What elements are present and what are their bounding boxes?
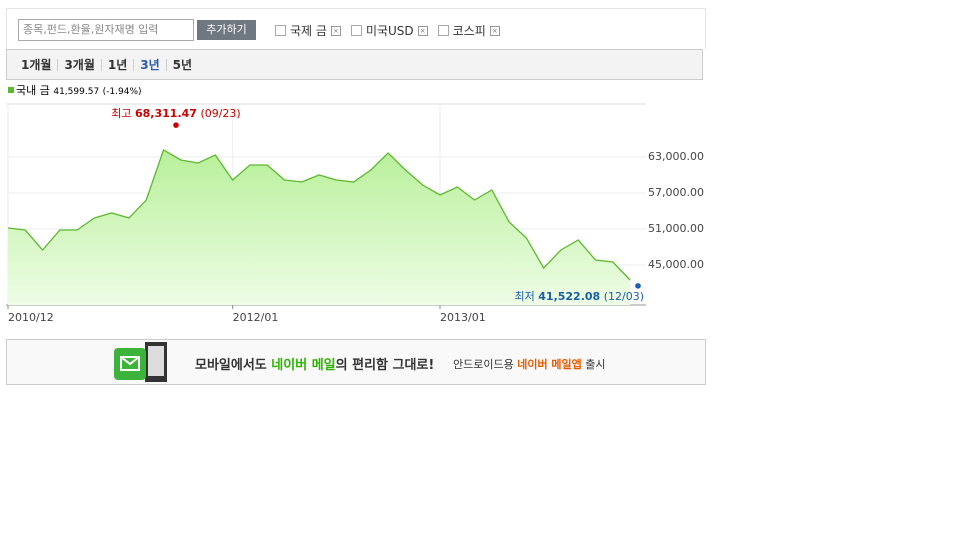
line [7,149,631,281]
banner-sub: 안드로이드용 네이버 메일앱 출시 [453,356,606,372]
legend-current: 41,599.57 [53,87,99,97]
checkbox[interactable] [275,25,286,36]
y-tick-label: 51,000.00 [648,222,704,235]
compare-item[interactable]: 미국USD × [350,22,428,39]
x-tick-label: 2010/12 [8,311,54,324]
banner-highlight: 네이버 메일 [271,358,336,373]
legend: 국내 금 41,599.57 (-1.94%) [16,84,142,97]
max-value: 68,311.47 [135,107,197,120]
remove-icon[interactable]: × [417,25,428,36]
remove-icon[interactable]: × [489,25,500,36]
legend-swatch [8,87,14,93]
compare-label: 국제 금 [290,24,327,38]
legend-change: (-1.94%) [103,87,142,97]
banner-text: 의 편리함 그대로! [335,358,435,373]
banner-highlight: 네이버 메일앱 [517,358,582,371]
min-date: (12/03) [604,290,644,303]
x-tick-label: 2013/01 [440,311,486,324]
banner-text: 출시 [581,358,606,371]
period-tab[interactable]: 3개월 [58,58,102,71]
max-date: (09/23) [200,107,240,120]
chart: 국내 금 41,599.57 (-1.94%) 45,000.00 51,000.… [6,84,704,324]
search-input[interactable]: 종목,펀드,환율,원자재명 입력 [18,19,194,41]
checkbox[interactable] [437,25,449,36]
max-label: 최고 68,311.47 (09/23) [111,107,240,120]
compare-item[interactable]: 국제 금 × [275,22,341,39]
max-dot [173,122,179,128]
y-tick-label: 57,000.00 [648,186,704,199]
banner-icon [114,342,167,382]
period-tabs: 1개월 3개월 1년 3년 5년 [6,49,703,80]
compare-item[interactable]: 코스피 × [437,22,500,39]
y-tick-label: 45,000.00 [648,258,704,271]
period-tab[interactable]: 5년 [172,57,193,72]
period-tab[interactable]: 1개월 [15,58,59,71]
min-label: 최저 41,522.08 (12/03) [515,290,644,303]
min-title: 최저 [515,290,535,303]
y-tick-label: 63,000.00 [648,150,704,163]
compare-label: 코스피 [452,24,486,38]
legend-name: 국내 금 [16,84,50,97]
period-tab[interactable]: 1년 [102,58,135,71]
banner-text: 모바일에서도 [195,358,272,373]
compare-list: 국제 금 × 미국USD × 코스피 × [275,22,500,39]
checkbox[interactable] [350,25,362,36]
period-tab[interactable]: 3년 [134,58,167,71]
min-dot [635,283,641,289]
add-button[interactable]: 추가하기 [197,20,256,40]
toolbar: 종목,펀드,환율,원자재명 입력 추가하기 국제 금 × 미국USD × 코스피 × [6,8,706,49]
remove-icon[interactable]: × [330,25,341,36]
banner-text: 안드로이드용 [453,358,518,371]
compare-label: 미국USD [365,24,414,38]
area [8,149,631,305]
max-title: 최고 [111,107,131,120]
banner[interactable]: 모바일에서도 네이버 메일의 편리함 그대로! 안드로이드용 네이버 메일앱 출… [6,339,706,385]
banner-text: 모바일에서도 네이버 메일의 편리함 그대로! [195,354,434,373]
min-value: 41,522.08 [538,290,600,303]
x-tick-label: 2012/01 [233,311,279,324]
